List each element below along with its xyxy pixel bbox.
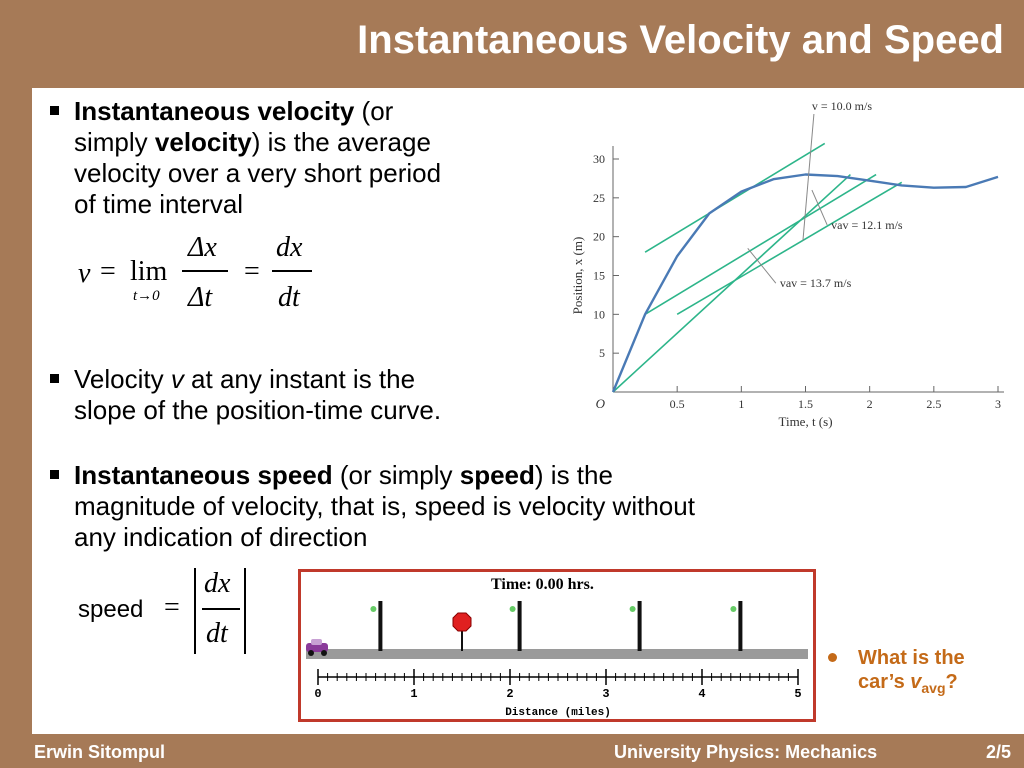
fraction-bar xyxy=(182,270,228,272)
y-tick-label: 20 xyxy=(593,230,605,244)
distance-tick-label: 0 xyxy=(314,687,321,701)
distance-tick-label: 4 xyxy=(698,687,705,701)
x-tick-label: 2 xyxy=(867,397,873,411)
bullet-marker xyxy=(50,374,59,383)
page-number: 2/5 xyxy=(986,742,1012,762)
footer: Erwin Sitompul University Physics: Mecha… xyxy=(0,734,1024,768)
x-tick-label: 3 xyxy=(995,397,1001,411)
y-tick-label: 30 xyxy=(593,152,605,166)
annotation-label: v = 10.0 m/s xyxy=(812,99,872,113)
y-tick-label: 25 xyxy=(593,191,605,205)
abs-bar-right xyxy=(244,568,246,654)
y-tick-label: 10 xyxy=(593,307,605,321)
slide-title: Instantaneous Velocity and Speed xyxy=(357,18,1004,62)
stop-sign-pole xyxy=(461,625,463,651)
car-body xyxy=(306,643,328,652)
animation-frame xyxy=(298,569,816,722)
tangent-line xyxy=(644,173,877,316)
x-tick-label: 0.5 xyxy=(670,397,685,411)
x-tick-label: 2.5 xyxy=(926,397,941,411)
signpost xyxy=(517,601,522,651)
car-window xyxy=(311,639,322,645)
annotation-leader xyxy=(802,113,815,241)
position-curve xyxy=(611,173,999,393)
bullet-velocity-slope: Velocity v at any instant is the slope o… xyxy=(50,364,441,426)
signal-icon xyxy=(629,606,636,612)
bullet-instantaneous-speed: Instantaneous speed (or simply speed) is… xyxy=(50,460,695,553)
distance-tick-label: 2 xyxy=(506,687,513,701)
origin-label: O xyxy=(596,396,606,411)
distance-tick-label: 1 xyxy=(410,687,417,701)
annotation-label: vav = 13.7 m/s xyxy=(780,276,852,290)
car-distance-animation: Time: 0.00 hrs. 0 1 2 3 4 5 Distance (miles) xyxy=(298,569,816,722)
signal-icon xyxy=(509,606,516,612)
car-wheel xyxy=(321,650,327,656)
tangent-line xyxy=(612,173,851,393)
abs-bar-left xyxy=(194,568,196,654)
signpost xyxy=(637,601,642,651)
distance-tick-label: 5 xyxy=(794,687,801,701)
time-label: Time: 0.00 hrs. xyxy=(491,576,594,593)
y-axis-title: Position, x (m) xyxy=(570,237,585,315)
bullet-marker xyxy=(50,106,59,115)
distance-tick-label: 3 xyxy=(602,687,609,701)
annotation-leader xyxy=(747,248,777,284)
annotation-label: vav = 12.1 m/s xyxy=(831,218,903,232)
stop-sign-icon xyxy=(452,612,472,632)
question-bullet xyxy=(828,653,837,662)
signpost xyxy=(738,601,743,651)
fraction-bar xyxy=(202,608,240,610)
y-tick-label: 5 xyxy=(599,346,605,360)
question-text: What is the car’s vavg? xyxy=(828,646,965,700)
distance-axis-title: Distance (miles) xyxy=(505,707,611,719)
bullet-marker xyxy=(50,470,59,479)
x-tick-label: 1 xyxy=(738,397,744,411)
car-wheel xyxy=(308,650,314,656)
tangent-line xyxy=(676,181,903,316)
signal-icon xyxy=(730,606,737,612)
x-tick-label: 1.5 xyxy=(798,397,813,411)
signal-icon xyxy=(370,606,377,612)
annotation-leader xyxy=(811,189,828,226)
x-axis-title: Time, t (s) xyxy=(778,414,832,429)
y-tick-label: 15 xyxy=(593,269,605,283)
footer-author: Erwin Sitompul xyxy=(34,742,166,762)
road xyxy=(306,649,808,659)
tangent-line xyxy=(644,142,826,253)
position-time-chart: 0.5 1 1.5 2 2.5 3 5 10 15 20 25 30 O Time, t (s) Posit… xyxy=(570,99,1004,429)
fraction-bar xyxy=(272,270,312,272)
footer-course: University Physics: Mechanics xyxy=(614,742,878,762)
signpost xyxy=(378,601,383,651)
bullet-instantaneous-velocity: Instantaneous velocity (or simply veloci… xyxy=(50,96,441,220)
